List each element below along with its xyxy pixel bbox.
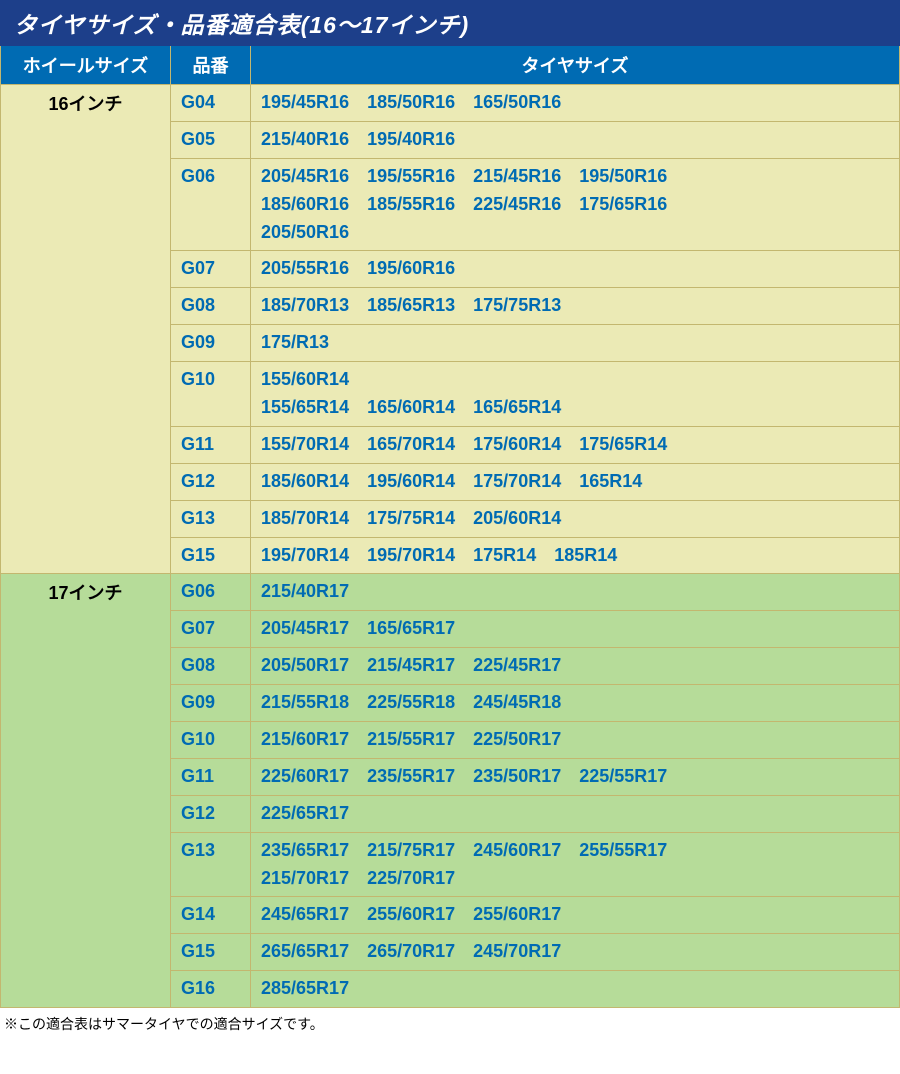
tire-sizes-cell: 205/45R17 165/65R17	[251, 611, 900, 648]
tire-sizes-cell: 205/50R17 215/45R17 225/45R17	[251, 648, 900, 685]
product-code-cell: G13	[171, 500, 251, 537]
col-code: 品番	[171, 46, 251, 85]
tire-sizes-cell: 285/65R17	[251, 971, 900, 1008]
product-code-cell: G16	[171, 971, 251, 1008]
product-code-cell: G11	[171, 426, 251, 463]
tire-sizes-cell: 265/65R17 265/70R17 245/70R17	[251, 934, 900, 971]
tire-sizes-cell: 215/60R17 215/55R17 225/50R17	[251, 722, 900, 759]
product-code-cell: G14	[171, 897, 251, 934]
tire-sizes-cell: 225/60R17 235/55R17 235/50R17 225/55R17	[251, 758, 900, 795]
col-wheel: ホイールサイズ	[1, 46, 171, 85]
tire-sizes-cell: 185/70R14 175/75R14 205/60R14	[251, 500, 900, 537]
page-title: タイヤサイズ・品番適合表(16〜17インチ)	[0, 0, 900, 46]
product-code-cell: G15	[171, 537, 251, 574]
tire-sizes-cell: 205/45R16 195/55R16 215/45R16 195/50R161…	[251, 158, 900, 251]
product-code-cell: G07	[171, 251, 251, 288]
product-code-cell: G12	[171, 463, 251, 500]
product-code-cell: G06	[171, 158, 251, 251]
product-code-cell: G11	[171, 758, 251, 795]
product-code-cell: G06	[171, 574, 251, 611]
tire-sizes-cell: 195/70R14 195/70R14 175R14 185R14	[251, 537, 900, 574]
tire-sizes-cell: 185/60R14 195/60R14 175/70R14 165R14	[251, 463, 900, 500]
product-code-cell: G10	[171, 722, 251, 759]
product-code-cell: G10	[171, 362, 251, 427]
product-code-cell: G15	[171, 934, 251, 971]
tire-sizes-cell: 175/R13	[251, 325, 900, 362]
tire-sizes-cell: 235/65R17 215/75R17 245/60R17 255/55R172…	[251, 832, 900, 897]
tire-sizes-cell: 245/65R17 255/60R17 255/60R17	[251, 897, 900, 934]
col-sizes: タイヤサイズ	[251, 46, 900, 85]
product-code-cell: G08	[171, 648, 251, 685]
tire-sizes-cell: 155/70R14 165/70R14 175/60R14 175/65R14	[251, 426, 900, 463]
tire-sizes-cell: 155/60R14155/65R14 165/60R14 165/65R14	[251, 362, 900, 427]
tire-sizes-cell: 215/40R17	[251, 574, 900, 611]
product-code-cell: G07	[171, 611, 251, 648]
product-code-cell: G09	[171, 685, 251, 722]
tire-sizes-cell: 195/45R16 185/50R16 165/50R16	[251, 85, 900, 122]
table-row: 17インチG06215/40R17	[1, 574, 900, 611]
footnote: ※この適合表はサマータイヤでの適合サイズです。	[0, 1008, 900, 1074]
tire-sizes-cell: 205/55R16 195/60R16	[251, 251, 900, 288]
product-code-cell: G13	[171, 832, 251, 897]
wheel-size-cell: 17インチ	[1, 574, 171, 1008]
table-row: 16インチG04195/45R16 185/50R16 165/50R16	[1, 85, 900, 122]
tire-sizes-cell: 215/40R16 195/40R16	[251, 121, 900, 158]
wheel-size-cell: 16インチ	[1, 85, 171, 574]
compat-table: ホイールサイズ 品番 タイヤサイズ 16インチG04195/45R16 185/…	[0, 46, 900, 1008]
tire-sizes-cell: 215/55R18 225/55R18 245/45R18	[251, 685, 900, 722]
tire-sizes-cell: 225/65R17	[251, 795, 900, 832]
product-code-cell: G05	[171, 121, 251, 158]
product-code-cell: G08	[171, 288, 251, 325]
product-code-cell: G04	[171, 85, 251, 122]
product-code-cell: G12	[171, 795, 251, 832]
tire-sizes-cell: 185/70R13 185/65R13 175/75R13	[251, 288, 900, 325]
product-code-cell: G09	[171, 325, 251, 362]
